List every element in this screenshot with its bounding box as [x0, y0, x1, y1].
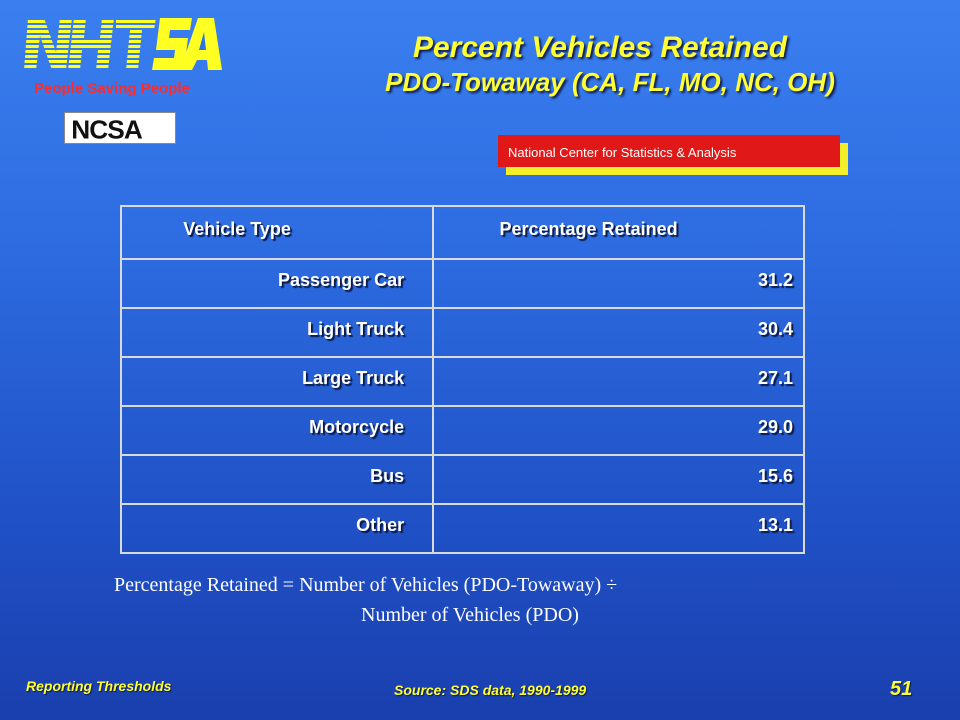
- page-number: 51: [890, 678, 913, 700]
- column-header-vehicle-type: Vehicle Type: [119, 205, 435, 260]
- page-title: Percent Vehicles Retained: [412, 31, 788, 64]
- vehicle-type-cell: Passenger Car: [119, 258, 435, 309]
- ncsa-logo-text: NCSA: [71, 114, 143, 143]
- percentage-cell: 27.1: [432, 356, 805, 407]
- page-subtitle: PDO-Towaway (CA, FL, MO, NC, OH): [385, 67, 835, 97]
- footer-section-label: Reporting Thresholds: [26, 678, 172, 694]
- percentage-cell: 15.6: [432, 454, 805, 505]
- vehicle-type-cell: Other: [119, 503, 435, 554]
- percentage-cell: 29.0: [432, 405, 805, 456]
- header-divider: [20, 151, 500, 152]
- ncsa-logo: NCSA: [64, 112, 176, 144]
- nhtsa-logo: [22, 10, 222, 80]
- retention-table: Vehicle Type Percentage Retained Passeng…: [119, 205, 805, 554]
- footer-source: Source: SDS data, 1990-1999: [394, 682, 587, 698]
- column-header-percentage-retained: Percentage Retained: [432, 205, 805, 260]
- vehicle-type-cell: Light Truck: [119, 307, 435, 358]
- table-row: Bus 15.6: [119, 454, 805, 505]
- formula-note: Percentage Retained = Number of Vehicles…: [114, 570, 834, 630]
- table-row: Other 13.1: [119, 503, 805, 554]
- table-header-row: Vehicle Type Percentage Retained: [119, 205, 805, 260]
- table-row: Motorcycle 29.0: [119, 405, 805, 456]
- percentage-cell: 13.1: [432, 503, 805, 554]
- vehicle-type-cell: Motorcycle: [119, 405, 435, 456]
- table-row: Passenger Car 31.2: [119, 258, 805, 309]
- percentage-cell: 31.2: [432, 258, 805, 309]
- ncsa-logo-graphic: NCSA: [71, 114, 144, 143]
- vehicle-type-cell: Bus: [119, 454, 435, 505]
- ncsa-banner: National Center for Statistics & Analysi…: [498, 135, 840, 167]
- formula-line-2: Number of Vehicles (PDO): [361, 604, 579, 626]
- title-block: Percent Vehicles Retained PDO-Towaway (C…: [250, 30, 950, 98]
- formula-line-1: Percentage Retained = Number of Vehicles…: [114, 574, 618, 596]
- table-row: Large Truck 27.1: [119, 356, 805, 407]
- table-row: Light Truck 30.4: [119, 307, 805, 358]
- vehicle-type-cell: Large Truck: [119, 356, 435, 407]
- percentage-cell: 30.4: [432, 307, 805, 358]
- nhtsa-logo-graphic: [24, 18, 222, 70]
- tagline: People Saving People: [34, 80, 190, 97]
